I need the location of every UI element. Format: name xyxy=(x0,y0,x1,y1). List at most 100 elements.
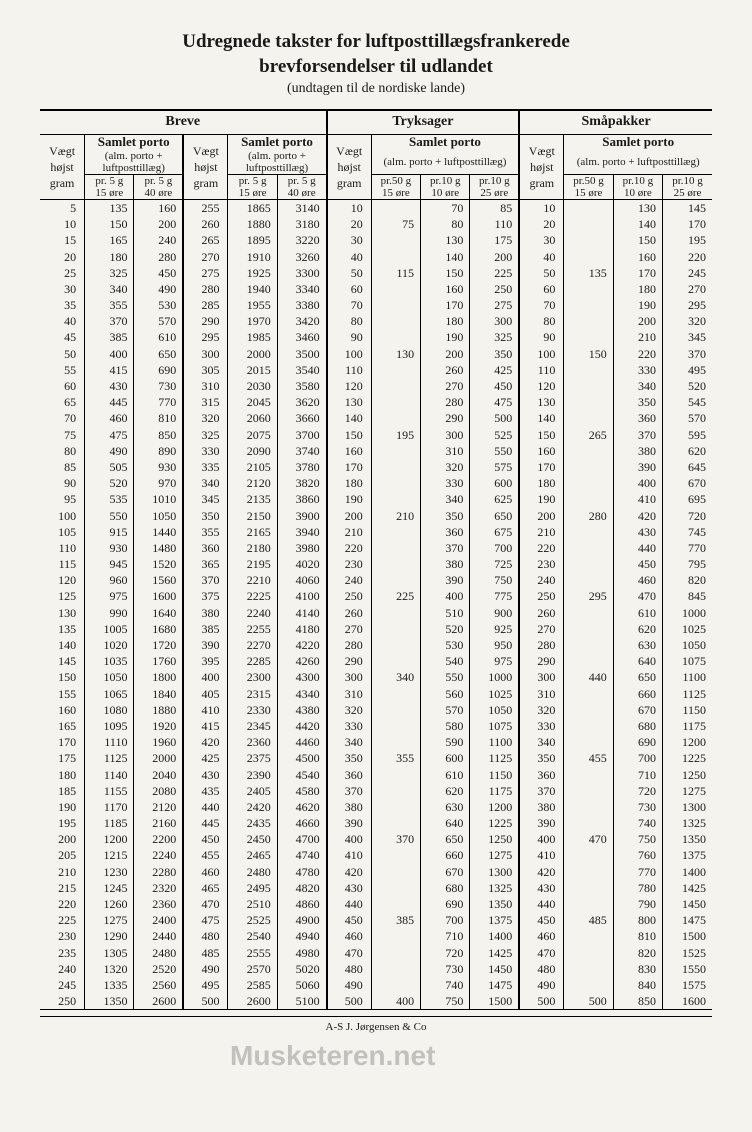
section-tryksager: Tryksager xyxy=(327,110,520,134)
cell: 180 xyxy=(421,313,470,329)
cell: 4260 xyxy=(277,653,326,669)
cell: 490 xyxy=(327,977,372,993)
cell: 2405 xyxy=(228,783,277,799)
cell: 180 xyxy=(519,475,564,491)
cell: 390 xyxy=(327,815,372,831)
cell xyxy=(564,653,613,669)
cell: 270 xyxy=(327,621,372,637)
cell: 400 xyxy=(421,588,470,604)
cell: 1960 xyxy=(134,734,183,750)
cell: 725 xyxy=(470,556,519,572)
cell: 930 xyxy=(134,459,183,475)
cell: 375 xyxy=(183,588,228,604)
cell: 280 xyxy=(564,508,613,524)
cell: 160 xyxy=(519,443,564,459)
pr-s-10-25: pr.10 g25 øre xyxy=(663,174,712,199)
cell xyxy=(371,767,420,783)
cell: 1800 xyxy=(134,669,183,685)
cell: 70 xyxy=(40,410,85,426)
cell xyxy=(564,216,613,232)
table-row: 2532545027519253300501151502255013517024… xyxy=(40,265,712,281)
cell: 495 xyxy=(663,362,712,378)
table-row: 1501050180040023004300300340550100030044… xyxy=(40,669,712,685)
cell: 370 xyxy=(327,783,372,799)
section-breve: Breve xyxy=(40,110,327,134)
cell: 670 xyxy=(663,475,712,491)
cell: 350 xyxy=(613,394,662,410)
cell: 330 xyxy=(519,718,564,734)
cell xyxy=(371,329,420,345)
cell: 370 xyxy=(421,540,470,556)
cell: 1575 xyxy=(663,977,712,993)
cell xyxy=(371,896,420,912)
cell: 85 xyxy=(470,199,519,216)
section-smapakker: Småpakker xyxy=(519,110,712,134)
pr-t-10-25: pr.10 g25 øre xyxy=(470,174,519,199)
table-row: 2401320252049025705020480730145048083015… xyxy=(40,961,712,977)
cell: 2040 xyxy=(134,767,183,783)
cell: 140 xyxy=(613,216,662,232)
table-row: 1951185216044524354660390640122539074013… xyxy=(40,815,712,831)
cell: 1275 xyxy=(470,847,519,863)
cell: 530 xyxy=(134,297,183,313)
paren-2: (alm. porto + luftposttillæg) xyxy=(228,150,327,175)
cell: 500 xyxy=(519,993,564,1010)
cell: 1600 xyxy=(663,993,712,1010)
cell xyxy=(564,362,613,378)
cell: 1260 xyxy=(85,896,134,912)
cell: 1840 xyxy=(134,686,183,702)
cell: 370 xyxy=(183,572,228,588)
cell xyxy=(564,297,613,313)
cell: 145 xyxy=(40,653,85,669)
cell xyxy=(564,977,613,993)
cell: 770 xyxy=(134,394,183,410)
cell: 125 xyxy=(40,588,85,604)
cell: 750 xyxy=(421,993,470,1010)
cell: 440 xyxy=(564,669,613,685)
cell: 250 xyxy=(470,281,519,297)
cell: 165 xyxy=(85,232,134,248)
cell: 130 xyxy=(40,605,85,621)
cell: 2510 xyxy=(228,896,277,912)
cell: 145 xyxy=(663,199,712,216)
cell: 610 xyxy=(421,767,470,783)
cell xyxy=(564,329,613,345)
cell: 3500 xyxy=(277,346,326,362)
cell: 150 xyxy=(519,427,564,443)
cell: 190 xyxy=(519,491,564,507)
cell: 410 xyxy=(613,491,662,507)
cell: 4780 xyxy=(277,864,326,880)
cell: 720 xyxy=(421,945,470,961)
cell: 700 xyxy=(421,912,470,928)
cell xyxy=(564,459,613,475)
cell: 2495 xyxy=(228,880,277,896)
cell: 1005 xyxy=(85,621,134,637)
cell xyxy=(371,524,420,540)
cell: 340 xyxy=(371,669,420,685)
cell: 720 xyxy=(663,508,712,524)
cell: 295 xyxy=(564,588,613,604)
title-line-1: Udregnede takster for luftposttillægsfra… xyxy=(40,30,712,55)
cell: 490 xyxy=(183,961,228,977)
cell: 1215 xyxy=(85,847,134,863)
cell: 480 xyxy=(519,961,564,977)
cell xyxy=(371,864,420,880)
title-block: Udregnede takster for luftposttillægsfra… xyxy=(40,30,712,97)
table-row: 8049089033020903740160310550160380620 xyxy=(40,443,712,459)
cell xyxy=(564,605,613,621)
paren-1: (alm. porto + luftposttillæg) xyxy=(85,150,184,175)
cell: 330 xyxy=(421,475,470,491)
cell: 4740 xyxy=(277,847,326,863)
cell: 990 xyxy=(85,605,134,621)
cell: 485 xyxy=(183,945,228,961)
cell: 1200 xyxy=(470,799,519,815)
cell: 3660 xyxy=(277,410,326,426)
cell: 360 xyxy=(613,410,662,426)
cell: 4700 xyxy=(277,831,326,847)
cell: 670 xyxy=(613,702,662,718)
cell: 130 xyxy=(327,394,372,410)
cell: 135 xyxy=(40,621,85,637)
cell: 1480 xyxy=(134,540,183,556)
cell: 110 xyxy=(470,216,519,232)
cell xyxy=(371,540,420,556)
